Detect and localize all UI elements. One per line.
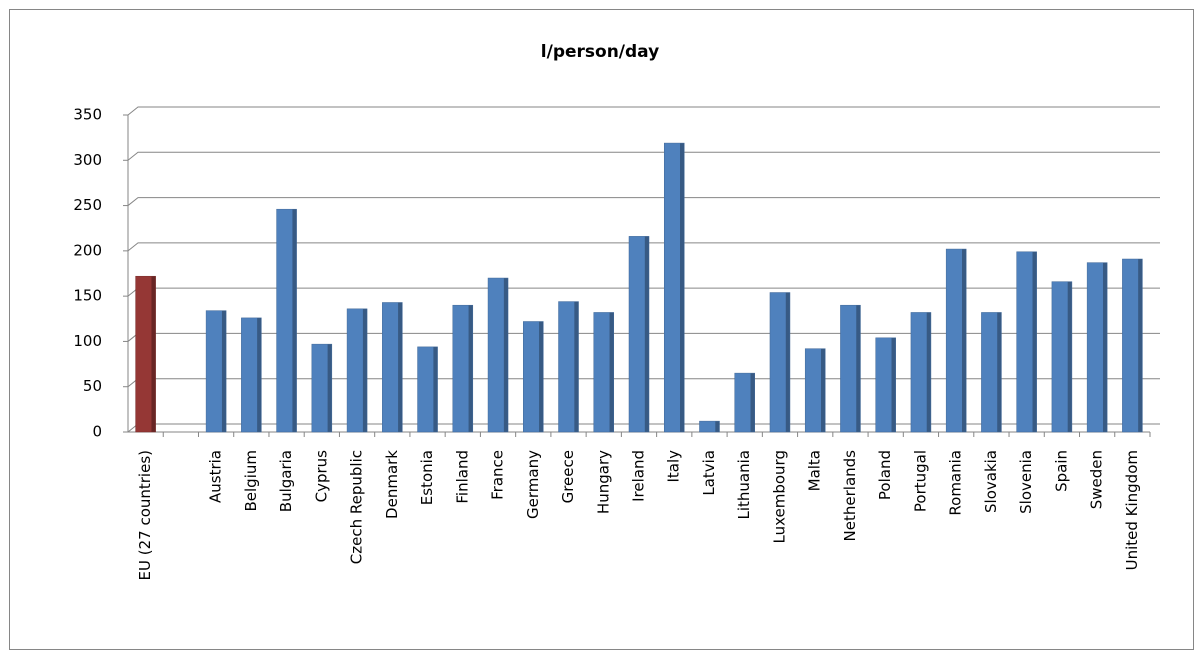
bar [135, 275, 156, 433]
x-tick-label: Hungary [594, 450, 612, 514]
bar [769, 292, 791, 433]
x-tick-label: Germany [524, 450, 542, 519]
bar [981, 312, 1002, 433]
bar [382, 302, 403, 433]
x-tick-label: Italy [665, 450, 683, 483]
bar [734, 372, 755, 433]
bar [875, 337, 896, 433]
bar [593, 312, 615, 433]
grid-line [127, 151, 1160, 161]
bar [452, 304, 474, 433]
y-tick-label: 250 [73, 196, 102, 214]
bar [487, 277, 509, 433]
x-tick-label: Finland [453, 450, 471, 504]
y-tick-label: 150 [73, 287, 102, 305]
bar [311, 343, 333, 433]
bar [910, 312, 932, 433]
bar [840, 304, 861, 433]
x-tick-label: Slovakia [982, 450, 1000, 513]
x-tick-label: Estonia [418, 450, 436, 505]
bar [1122, 258, 1143, 433]
y-tick-label: 350 [73, 106, 102, 124]
x-tick-label: Bulgaria [277, 450, 295, 512]
x-tick-label: Luxembourg [770, 450, 788, 544]
bar [523, 321, 544, 433]
bar [346, 308, 368, 433]
bar [1086, 262, 1108, 433]
chart-title: l/person/day [541, 42, 659, 62]
x-tick-label: Ireland [630, 450, 648, 502]
y-tick-label: 100 [73, 332, 102, 350]
x-tick-label: Czech Republic [348, 450, 366, 564]
bar [205, 310, 227, 433]
x-tick-label: Spain [1052, 450, 1070, 492]
grid-line [127, 242, 1160, 252]
x-tick-label: Sweden [1088, 450, 1106, 509]
x-tick-label: Lithuania [735, 450, 753, 519]
y-tick-label: 200 [73, 241, 102, 259]
x-tick-label: Romania [947, 450, 965, 516]
x-tick-label: Greece [559, 450, 577, 503]
y-tick-label: 0 [92, 423, 102, 441]
y-tick-label: 300 [73, 151, 102, 169]
x-tick-label: Belgium [242, 450, 260, 512]
x-tick-label: Slovenia [1017, 450, 1035, 514]
x-tick-label: Denmark [383, 450, 401, 519]
x-tick-label: France [489, 450, 507, 500]
x-tick-label: Cyprus [312, 450, 330, 503]
bar [699, 420, 720, 433]
x-tick-label: Latvia [700, 450, 718, 496]
bar [1016, 251, 1037, 433]
bar [628, 236, 650, 433]
bar [804, 348, 826, 433]
grid-line [127, 106, 1160, 116]
x-tick-label: EU (27 countries) [136, 450, 154, 580]
bar [241, 317, 262, 433]
x-tick-label: United Kingdom [1123, 450, 1141, 570]
bar [945, 248, 967, 433]
x-tick-label: Austria [207, 450, 225, 503]
bar [276, 208, 297, 433]
bar [1051, 281, 1073, 433]
bar [558, 301, 579, 433]
bar [417, 346, 438, 433]
x-tick-label: Poland [876, 450, 894, 500]
x-tick-label: Portugal [911, 450, 929, 512]
bar [663, 142, 685, 433]
y-tick-label: 50 [83, 377, 102, 395]
x-tick-label: Netherlands [841, 450, 859, 542]
grid-line [127, 197, 1160, 206]
x-tick-label: Malta [806, 450, 824, 491]
